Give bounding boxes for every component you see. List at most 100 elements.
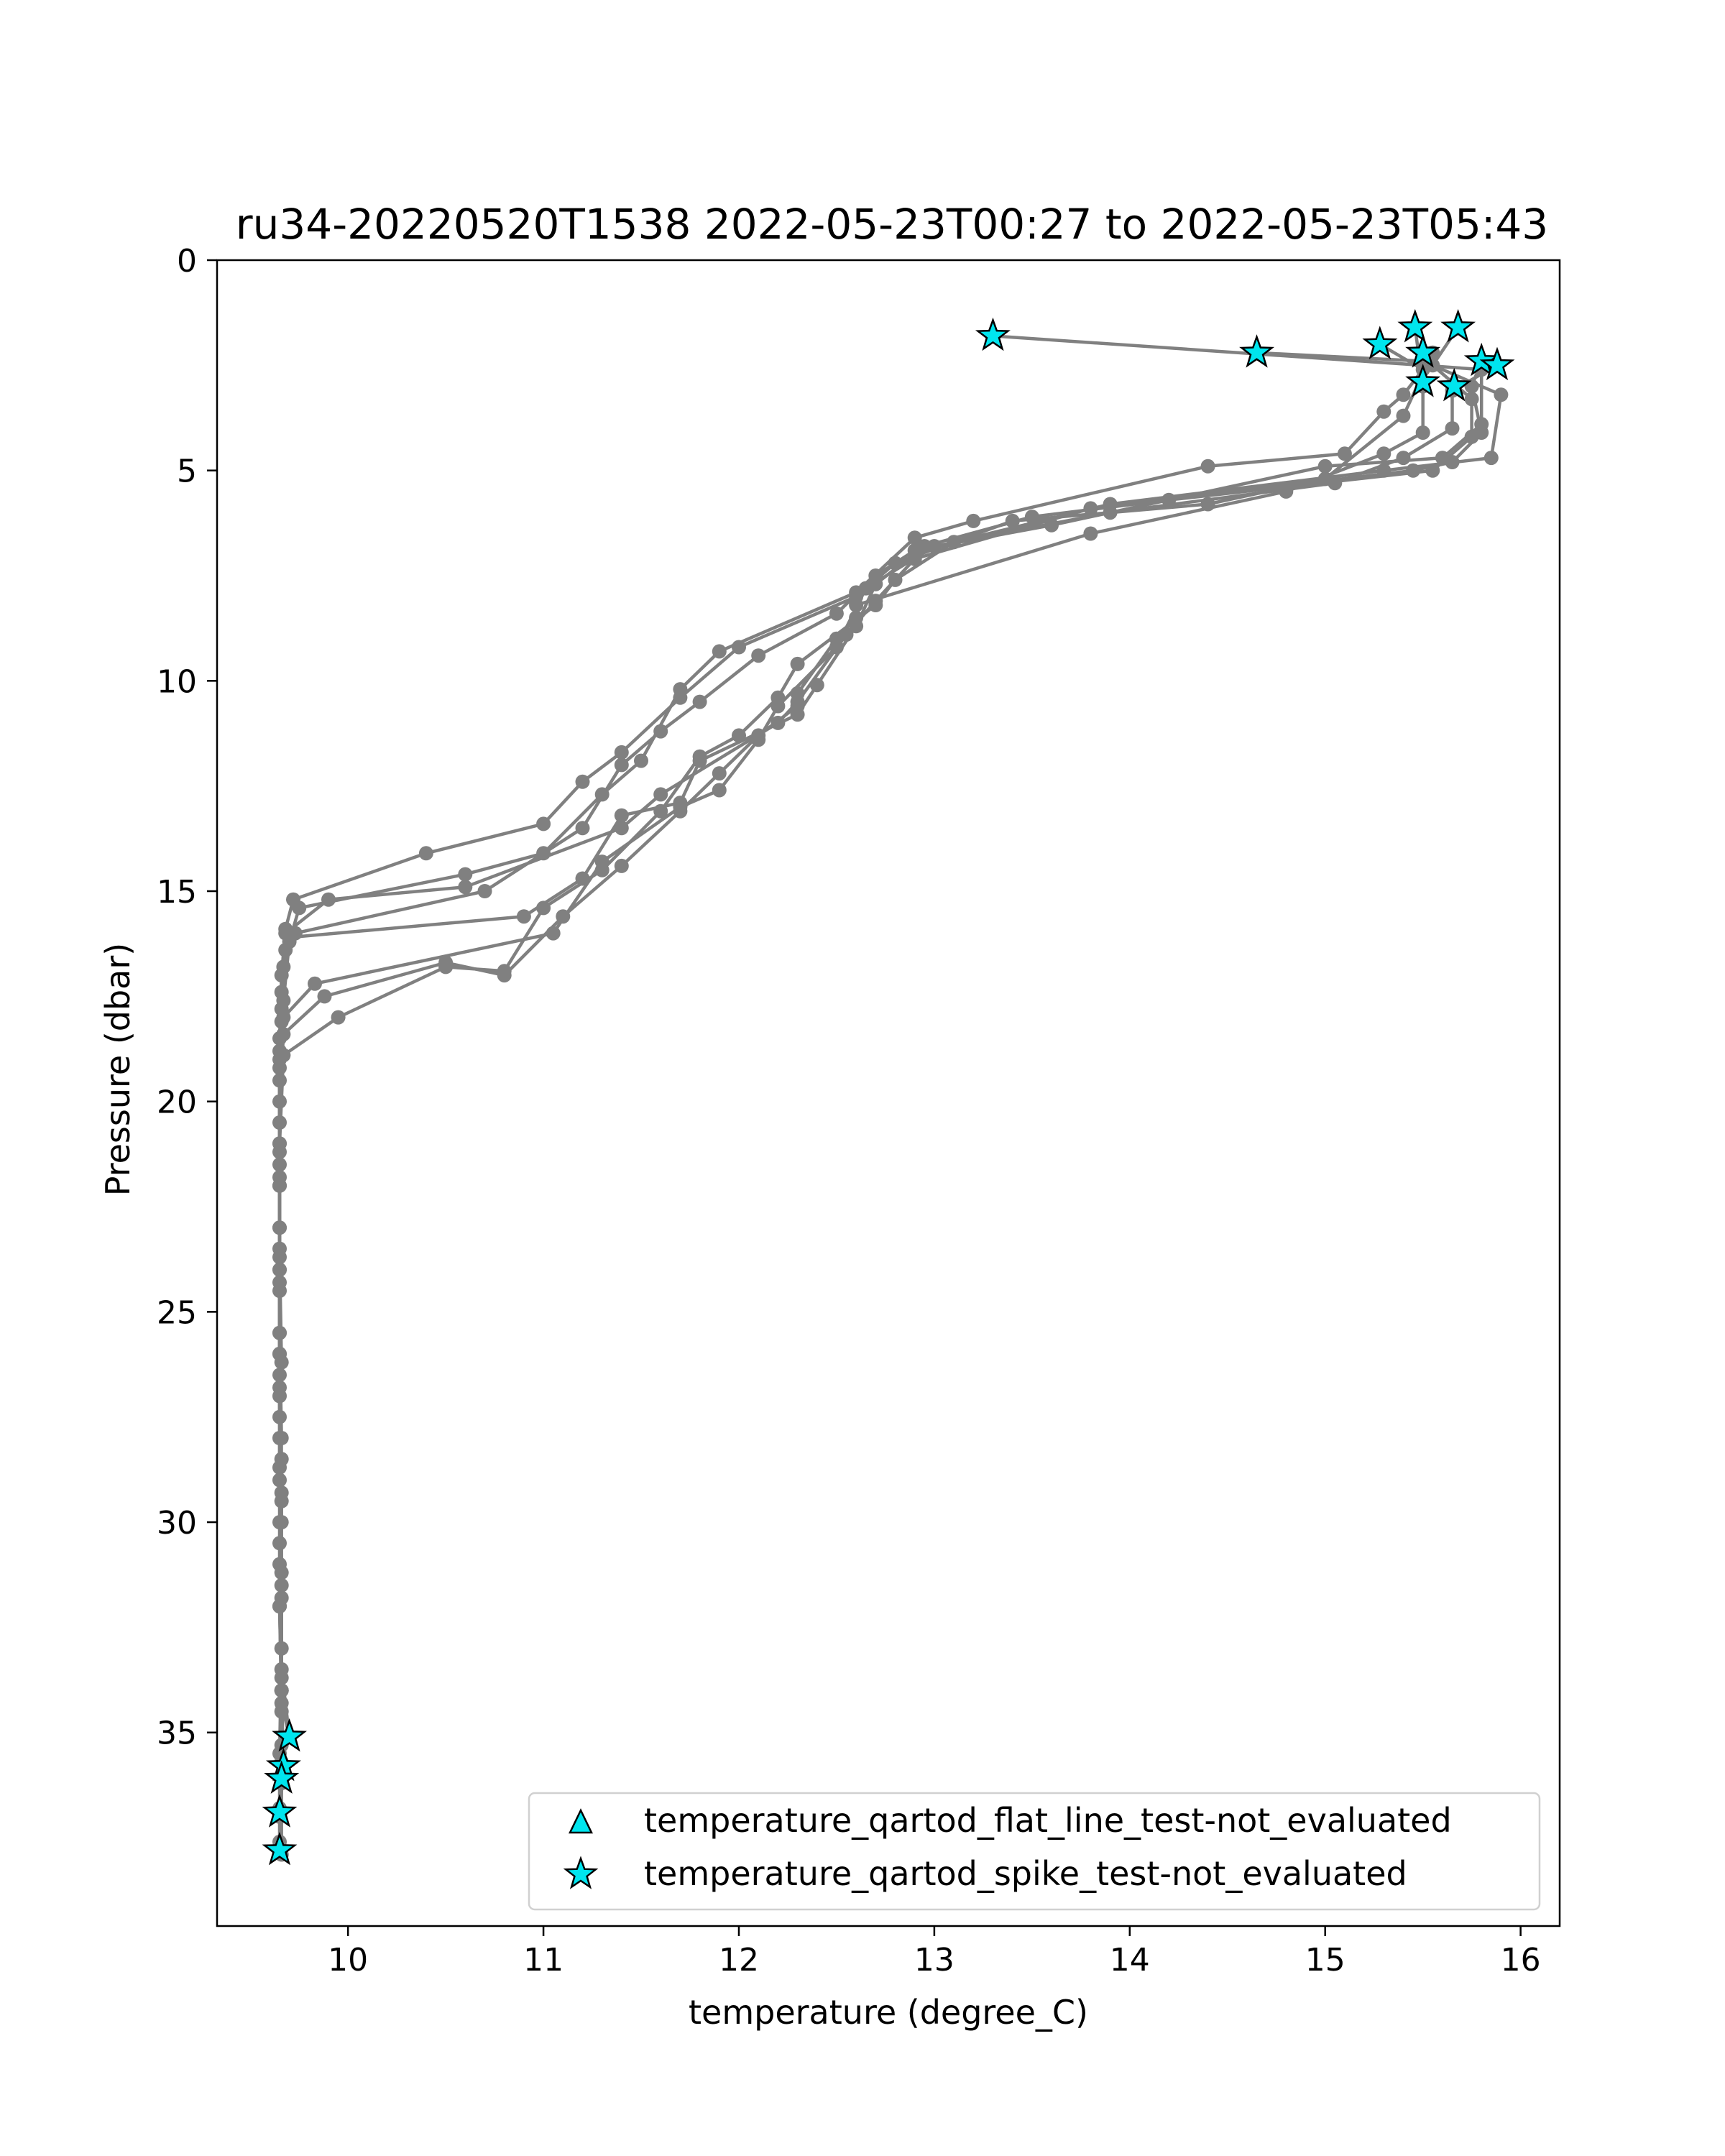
x-tick-label: 15 [1305, 1942, 1346, 1978]
x-tick-label: 13 [914, 1942, 954, 1978]
profile-point [1406, 463, 1421, 478]
spike-flag-marker [1440, 309, 1476, 343]
spike-flag-marker [1239, 334, 1275, 368]
profile-point [272, 1170, 287, 1185]
profile-point [331, 1010, 346, 1025]
legend-label-spike: temperature_qartod_spike_test-not_evalua… [644, 1854, 1407, 1893]
profile-point [308, 976, 322, 991]
legend-star-marker [563, 1856, 599, 1889]
profile-point [536, 816, 551, 831]
profile-point [1376, 404, 1392, 419]
y-tick-label: 30 [157, 1505, 197, 1542]
legend-label-flat-line: temperature_qartod_flat_line_test-not_ev… [644, 1801, 1452, 1840]
profile-point [673, 682, 688, 697]
profile-point [692, 694, 707, 709]
profile-point [272, 1275, 287, 1290]
profile-point [1445, 455, 1460, 469]
x-tick-label: 14 [1110, 1942, 1150, 1978]
profile-point [1396, 387, 1411, 402]
profile-point [868, 594, 883, 609]
profile-point [272, 1060, 287, 1075]
profile-point [1484, 451, 1499, 466]
profile-point [575, 774, 590, 789]
spike-flag-marker [1405, 364, 1441, 397]
spike-flag-marker [1436, 367, 1472, 402]
profile-point [274, 1590, 289, 1606]
profile-point [790, 694, 805, 709]
profile-point [1337, 446, 1352, 461]
profile-point [1396, 408, 1411, 423]
plot-area [262, 309, 1515, 1866]
y-tick-label: 20 [157, 1084, 197, 1121]
profile-point [575, 821, 590, 836]
profile-point [751, 732, 766, 747]
chart-title: ru34-20220520T1538 2022-05-23T00:27 to 2… [236, 200, 1548, 249]
profile-point [926, 539, 942, 553]
spike-flag-marker [1405, 334, 1441, 368]
x-tick-label: 10 [328, 1942, 368, 1978]
profile-point [272, 1380, 287, 1395]
profile-point [790, 707, 805, 722]
profile-point [653, 787, 668, 802]
profile-point [276, 1010, 291, 1025]
profile-point [546, 926, 561, 941]
legend: temperature_qartod_flat_line_test-not_ev… [528, 1792, 1541, 1911]
profile-point [1494, 387, 1509, 402]
axis-ticks: 10 11 12 13 14 15 16 0 5 10 15 20 25 30 35 [157, 243, 1541, 1978]
legend-triangle-marker [569, 1808, 593, 1834]
y-tick-label: 15 [157, 874, 197, 911]
profile-point [1083, 526, 1098, 541]
spike-flag-marker [262, 1831, 298, 1866]
profile-point [477, 884, 492, 898]
profile-point [1317, 459, 1333, 474]
profile-point [458, 867, 473, 882]
profile-point [653, 724, 668, 739]
profile-point [829, 640, 844, 655]
profile-point [575, 871, 590, 886]
profile-point [1024, 510, 1039, 525]
profile-point [1376, 446, 1392, 461]
y-tick-label: 0 [177, 243, 197, 280]
profile-point [858, 581, 873, 596]
spike-flag-marker [264, 1760, 300, 1794]
profile-point [966, 513, 981, 528]
profile-point [829, 606, 844, 621]
spike-flag-marker [262, 1794, 298, 1828]
plot-frame [216, 259, 1561, 1927]
profile-point [317, 989, 332, 1004]
profile-point [770, 715, 786, 730]
spike-test-flags [262, 309, 1515, 1866]
spike-flag-marker [1362, 326, 1398, 359]
profile-point [1328, 476, 1343, 491]
profile-point [274, 1695, 289, 1710]
x-axis-label: temperature (degree_C) [689, 1993, 1088, 2032]
profile-point [274, 1355, 289, 1370]
profile-point [692, 753, 707, 768]
y-axis-label: Pressure (dbar) [98, 943, 137, 1196]
profile-point [907, 530, 922, 545]
profile-point [1200, 459, 1215, 474]
profile-point [1445, 421, 1460, 436]
profile-point [712, 783, 727, 798]
spike-flag-marker [272, 1718, 307, 1752]
profile-point [712, 644, 727, 659]
profile-point [770, 699, 786, 714]
legend-box [528, 1792, 1541, 1911]
spike-flag-marker [975, 317, 1011, 351]
profile-point [614, 757, 629, 773]
profile-point [614, 745, 629, 760]
x-tick-label: 11 [523, 1942, 564, 1978]
y-tick-label: 10 [157, 663, 197, 700]
profile-point [1396, 451, 1411, 466]
profile-series-8 [272, 358, 1504, 1744]
profile-point [673, 800, 688, 814]
profile-point [438, 959, 454, 975]
profile-point [497, 964, 512, 979]
profile-point [516, 909, 531, 924]
x-tick-label: 16 [1501, 1942, 1541, 1978]
profile-point [614, 858, 629, 873]
y-tick-label: 25 [157, 1294, 197, 1331]
profile-point [1103, 505, 1118, 520]
profile-point [292, 900, 307, 916]
